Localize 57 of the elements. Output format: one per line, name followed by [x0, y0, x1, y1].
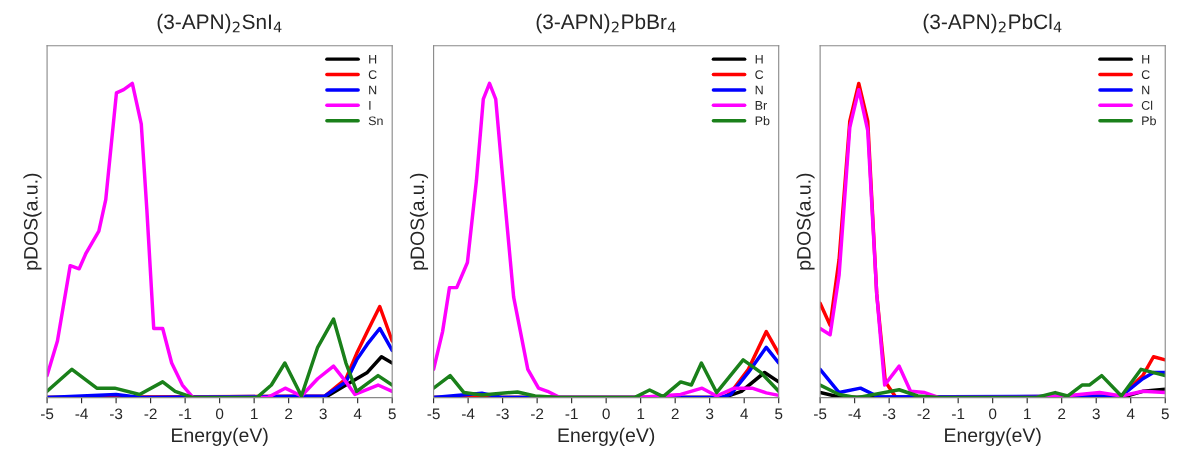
x-tick-label: -3 [109, 408, 123, 420]
x-tick-label: 2 [671, 408, 679, 420]
x-tick-label: 1 [251, 408, 258, 420]
x-tick-label: 4 [353, 408, 362, 420]
x-tick-label: 4 [1126, 408, 1135, 420]
x-axis-title: Energy(eV) [945, 427, 1041, 446]
legend-label: H [1142, 54, 1150, 64]
x-tick-label: -5 [814, 408, 827, 420]
x-tick-label: 2 [285, 408, 293, 420]
x-tick-label: -2 [917, 408, 930, 420]
x-tick-label: -5 [40, 408, 54, 420]
x-axis-title: Energy(eV) [558, 427, 655, 446]
x-tick-label: 0 [989, 408, 997, 420]
x-axis-title: Energy(eV) [172, 427, 268, 446]
x-tick-label: 3 [319, 408, 327, 420]
chart-title: (3-APN)$_{2}$PbBr$_{4}$ [536, 13, 676, 34]
y-axis-title: pDOS(a.u.) [23, 173, 42, 270]
legend-label: I [369, 101, 371, 110]
y-axis-title: pDOS(a.u.) [796, 173, 815, 270]
x-tick-label: 1 [637, 408, 645, 420]
x-tick-label: -5 [427, 408, 440, 420]
y-axis-title: pDOS(a.u.) [409, 173, 429, 270]
x-tick-label: -4 [848, 408, 861, 420]
x-tick-label: -2 [531, 408, 544, 420]
legend-label: C [1141, 70, 1150, 80]
legend-label: C [755, 70, 764, 80]
legend-label: N [369, 85, 377, 95]
legend-label: Pb [755, 116, 770, 126]
x-tick-label: 3 [1092, 408, 1100, 420]
x-tick-label: 5 [775, 408, 783, 420]
legend-label: Sn [368, 116, 383, 126]
x-tick-label: 3 [706, 408, 714, 420]
x-tick-label: -1 [565, 408, 578, 420]
legend-label: Br [755, 101, 767, 110]
legend-label: H [369, 54, 377, 64]
x-tick-label: 5 [1161, 408, 1169, 420]
x-tick-label: -3 [883, 408, 896, 420]
x-tick-label: -2 [144, 408, 157, 420]
x-tick-label: -1 [179, 408, 192, 420]
chart-title: (3-APN)$_{2}$PbCl$_{4}$ [923, 13, 1062, 34]
legend-label: H [755, 54, 763, 64]
legend-label: N [1142, 85, 1150, 95]
chart-title: (3-APN)$_{2}$SnI$_{4}$ [157, 13, 282, 34]
x-tick-label: 2 [1058, 408, 1066, 420]
x-tick-label: -3 [496, 408, 509, 420]
x-tick-label: 1 [1024, 408, 1031, 420]
legend-label: Pb [1142, 116, 1156, 126]
legend-label: Cl [1141, 100, 1153, 110]
legend-label: N [755, 85, 763, 95]
x-tick-label: 5 [388, 408, 396, 420]
legend-label: C [368, 70, 377, 80]
x-tick-label: -1 [952, 408, 965, 420]
x-tick-label: -4 [462, 408, 475, 420]
x-tick-label: -4 [75, 408, 88, 420]
x-tick-label: 0 [215, 408, 224, 420]
x-tick-label: 0 [602, 408, 610, 420]
x-tick-label: 4 [740, 408, 748, 420]
